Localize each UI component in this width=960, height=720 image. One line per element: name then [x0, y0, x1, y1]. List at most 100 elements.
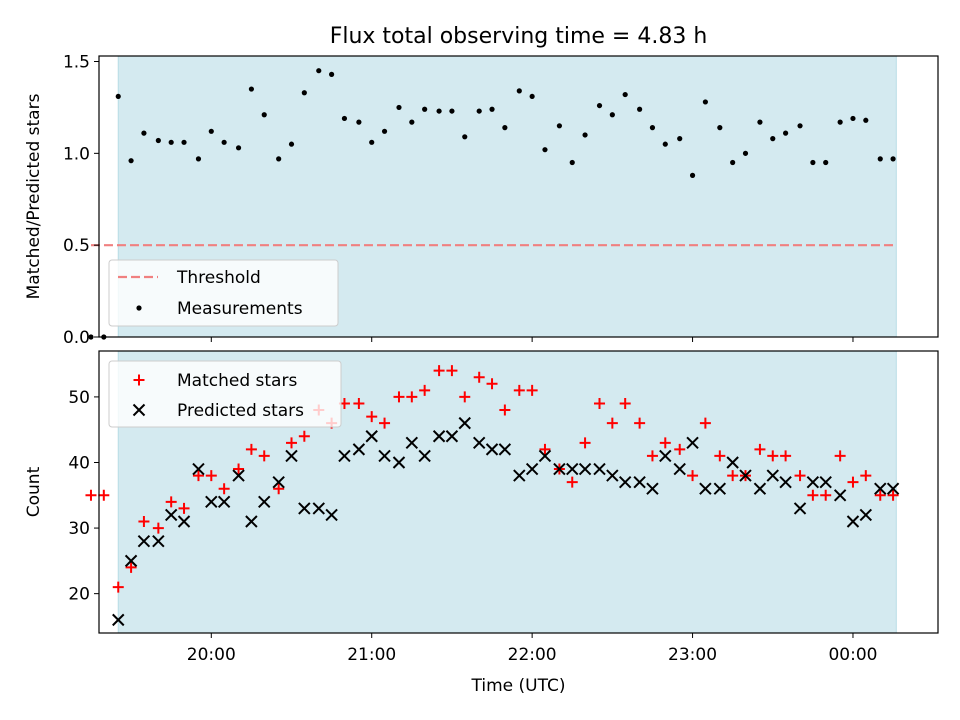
measurement-point [409, 119, 415, 125]
matched-star-point [286, 437, 298, 449]
x-tick-label: 21:00 [347, 645, 396, 665]
x-axis-label: Time (UTC) [471, 676, 566, 696]
predicted-star-point [272, 475, 285, 489]
bottom-x-ticks: 20:00 21:00 22:00 23:00 00:00 [187, 633, 877, 665]
y-tick-label: 40 [68, 453, 90, 473]
matched-star-point [273, 483, 285, 495]
measurement-point [141, 130, 147, 136]
predicted-star-point [352, 443, 366, 456]
measurement-point [316, 68, 322, 74]
matched-star-point [619, 397, 631, 409]
measurement-point [649, 125, 656, 131]
predicted-star-point [338, 449, 351, 463]
predicted-star-point [392, 456, 406, 469]
predicted-star-point [713, 482, 727, 495]
y-tick-label: 30 [68, 519, 90, 539]
x-tick-label: 00:00 [828, 645, 877, 665]
matched-star-point [499, 404, 511, 416]
predicted-star-point [325, 508, 338, 522]
matched-star-point [847, 476, 859, 488]
top-panel: 0.0 0.5 1.0 1.5 Matched/Predicted stars Thr… [24, 53, 939, 348]
matched-star-point [513, 384, 525, 396]
measurement-point [877, 156, 883, 162]
predicted-star-point [192, 462, 205, 476]
matched-star-point [178, 502, 190, 514]
x-tick-label: 20:00 [187, 645, 236, 665]
predicted-star-point [472, 436, 486, 450]
matched-star-point [218, 483, 230, 495]
predicted-star-point [633, 475, 646, 489]
measurement-point [890, 156, 896, 162]
matched-star-point [406, 391, 418, 403]
predicted-star-point [846, 515, 860, 528]
y-tick-label: 20 [68, 585, 90, 605]
predicted-star-point [164, 508, 178, 522]
predicted-star-point [232, 469, 245, 482]
predicted-star-point [606, 469, 619, 482]
measurement-point [369, 139, 375, 145]
matched-star-point [245, 443, 257, 455]
predicted-star-point [378, 449, 391, 463]
matched-stars-legend-marker [133, 374, 145, 386]
measurement-point [341, 115, 348, 122]
matched-star-point [566, 476, 578, 488]
top-legend: Threshold Measurements [108, 259, 339, 327]
predicted-star-point [485, 443, 499, 456]
measurement-point [462, 134, 468, 140]
matched-star-point [646, 450, 658, 462]
bottom-y-axis-label: Count [24, 466, 44, 517]
top-measurements-layer [88, 68, 896, 340]
matched-star-point [459, 391, 471, 403]
matched-star-point [205, 470, 217, 482]
predicted-star-point [538, 449, 552, 463]
measurement-point [837, 119, 843, 125]
predicted-star-point [112, 613, 125, 627]
measurement-point [689, 172, 696, 178]
measurement-point [208, 128, 214, 134]
predicted-star-point [686, 436, 699, 450]
predicted-stars-layer [112, 416, 900, 627]
predicted-star-point [205, 495, 218, 509]
predicted-star-point [806, 475, 820, 489]
matched-star-point [820, 489, 832, 501]
measurement-point [622, 91, 628, 98]
predicted-star-point [312, 502, 325, 515]
measurement-point [569, 159, 575, 166]
predicted-star-point [646, 482, 659, 495]
predicted-star-point [886, 482, 900, 495]
matched-star-point [634, 417, 646, 429]
matched-star-point [674, 443, 686, 455]
y-tick-label: 1.5 [63, 53, 90, 73]
measurement-point [717, 125, 723, 131]
y-tick-label: 50 [68, 388, 90, 408]
predicted-star-point [498, 443, 512, 456]
predicted-star-point [753, 482, 767, 495]
predicted-star-point [673, 462, 686, 476]
measurement-point [128, 158, 134, 164]
predicted-star-point [739, 469, 752, 482]
measurement-point [235, 145, 242, 151]
measurements-legend-marker [136, 305, 142, 311]
measurement-point [436, 108, 442, 114]
measurement-point [770, 136, 776, 142]
predicted-stars-legend-marker [132, 403, 146, 417]
measurement-point [757, 119, 763, 125]
y-tick-label: 0.0 [63, 328, 90, 348]
predicted-star-point [659, 449, 672, 463]
matched-star-point [486, 378, 498, 390]
predicted-stars-legend-symbol [132, 403, 146, 417]
measurement-point [288, 141, 295, 147]
matched-star-point [233, 463, 245, 475]
matched-star-point [446, 365, 458, 377]
matched-star-point [192, 470, 204, 482]
predicted-star-point [525, 462, 539, 476]
measurement-point [810, 159, 816, 166]
measurement-point [276, 156, 282, 162]
bottom-axes-frame [98, 350, 939, 634]
predicted-star-point [618, 475, 632, 489]
predicted-star-point [258, 495, 271, 509]
matched-star-point [379, 417, 391, 429]
measurement-point [502, 125, 508, 131]
matched-stars-legend-label: Matched stars [177, 371, 297, 391]
